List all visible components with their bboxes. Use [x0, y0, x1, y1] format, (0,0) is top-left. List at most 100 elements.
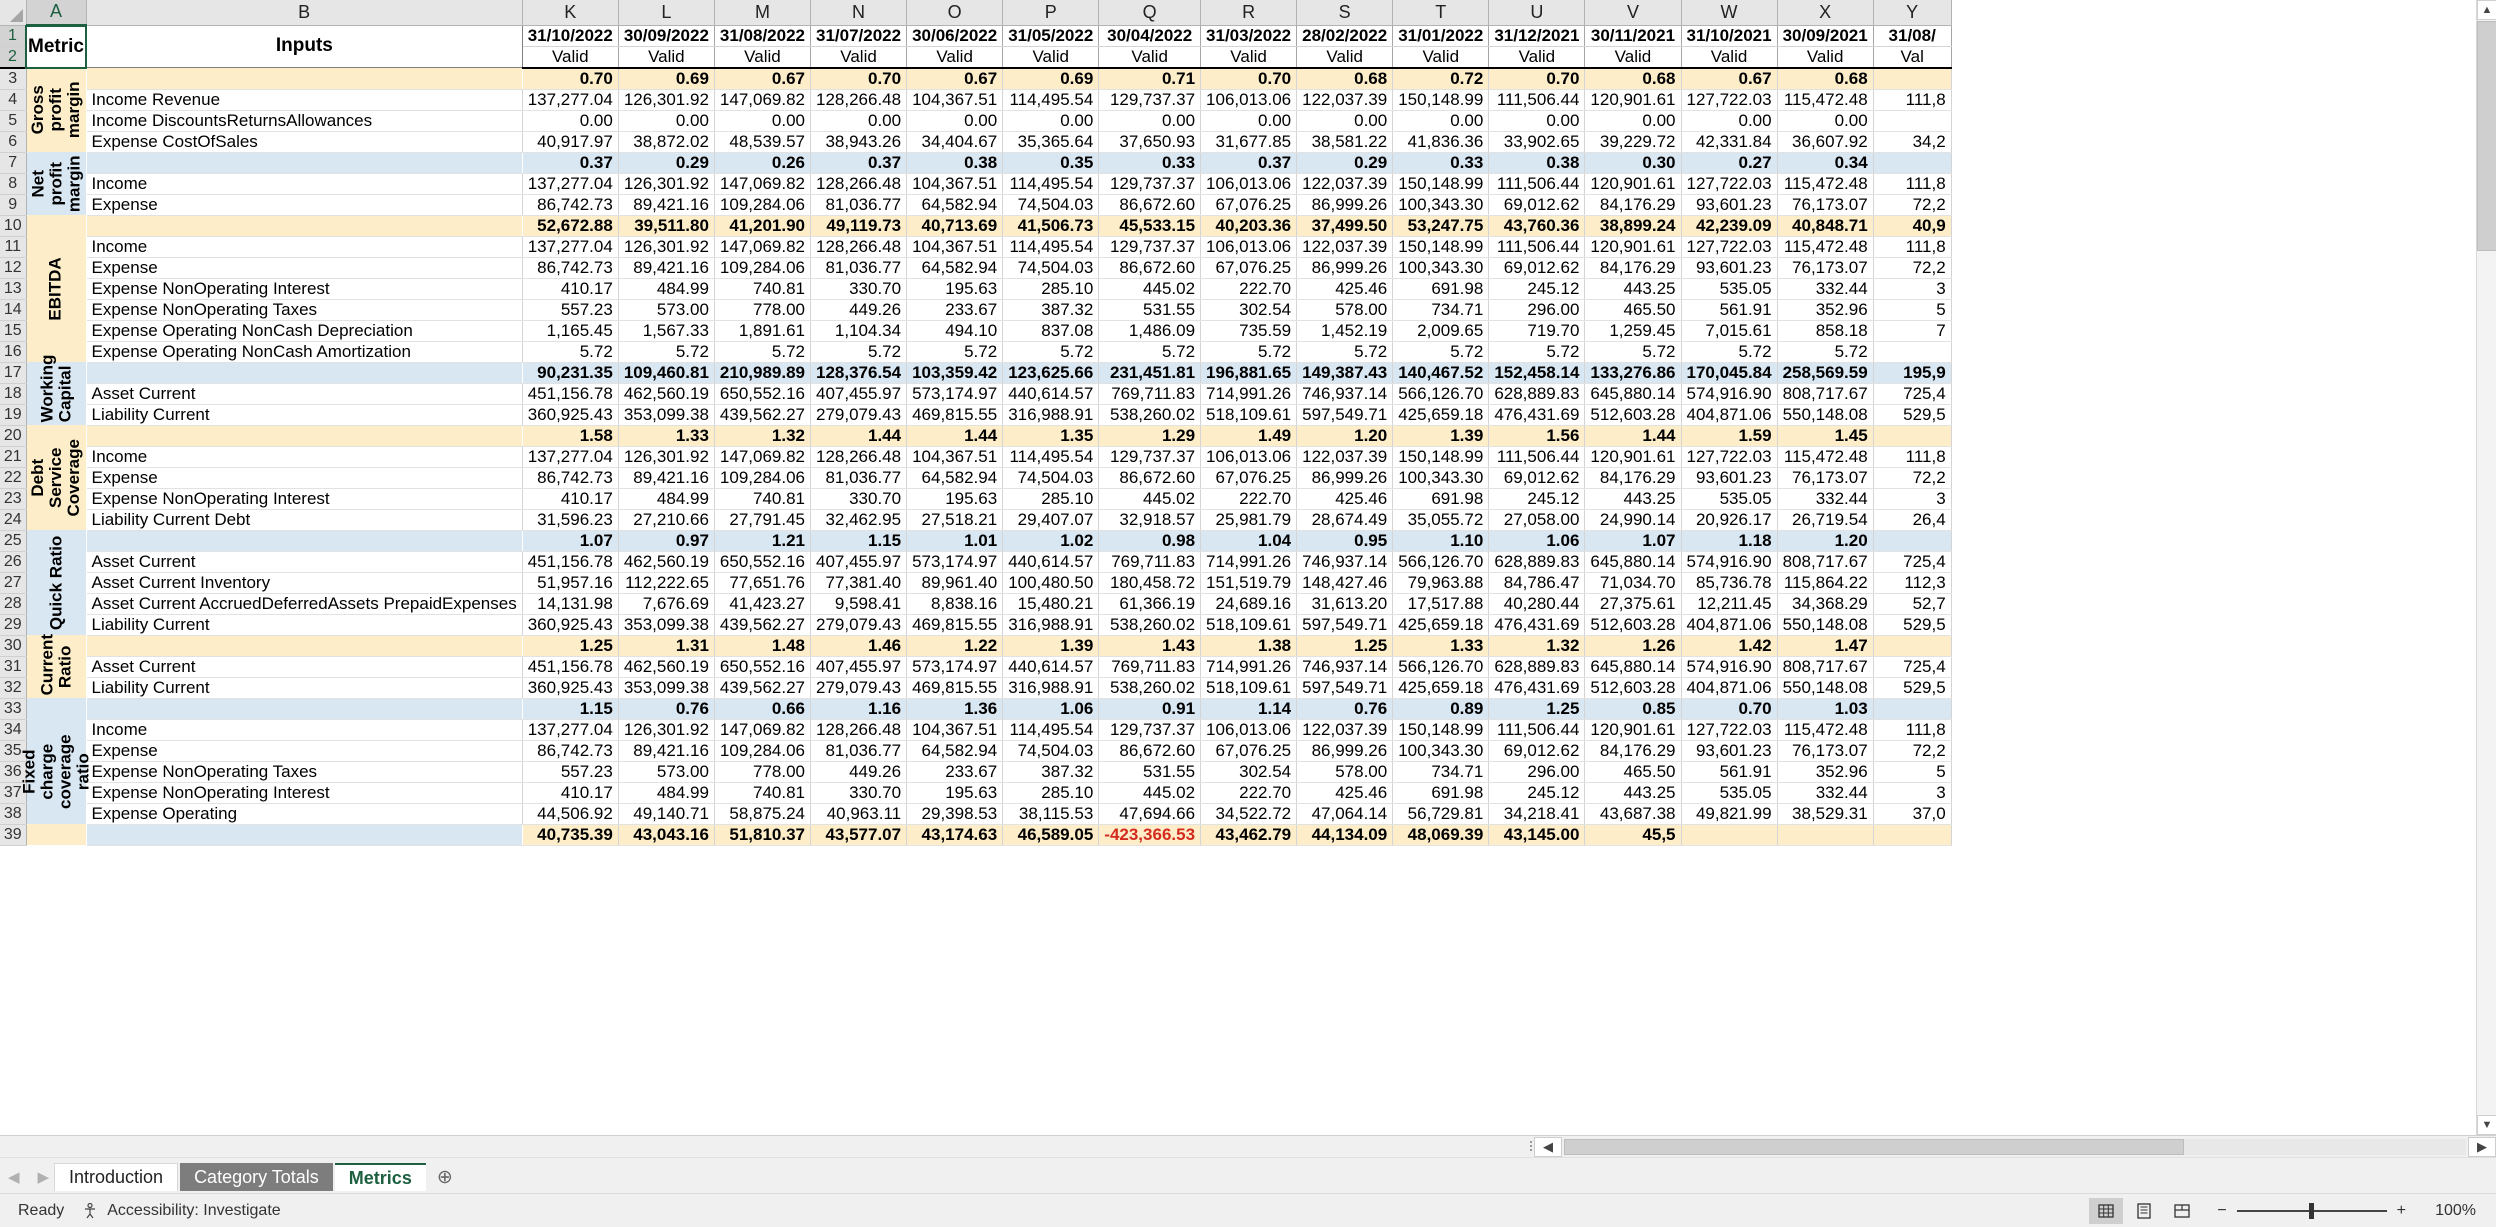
data-cell[interactable]: 650,552.16: [714, 383, 812, 405]
table-row[interactable]: 12 Expense 86,742.73 89,421.16 109,284.06 81,…: [0, 257, 1952, 279]
page-layout-button[interactable]: [2127, 1198, 2161, 1224]
data-cell[interactable]: 0.69: [1002, 67, 1100, 90]
table-row[interactable]: 25 1.07 0.97 1.21 1.15 1.01 1.02 0.98 1.04 0.95 1.…: [0, 530, 1952, 552]
data-cell[interactable]: 127,722.03: [1681, 173, 1778, 195]
data-cell[interactable]: 330.70: [810, 488, 908, 510]
data-cell[interactable]: 1,104.34: [810, 320, 908, 342]
data-cell[interactable]: 645,880.14: [1584, 551, 1682, 573]
data-cell[interactable]: 0.71: [1098, 67, 1202, 90]
row-header-3[interactable]: 3: [0, 67, 27, 90]
data-cell[interactable]: 714,991.26: [1200, 656, 1298, 678]
data-cell[interactable]: 1.22: [906, 635, 1004, 657]
metric-group-cell[interactable]: [26, 488, 86, 509]
data-cell[interactable]: 1.16: [810, 698, 908, 720]
column-header-Q[interactable]: Q: [1098, 0, 1202, 26]
data-cell[interactable]: 111,506.44: [1488, 446, 1586, 468]
column-header-M[interactable]: M: [714, 0, 812, 26]
data-cell[interactable]: 38,581.22: [1296, 131, 1394, 153]
row-header-1[interactable]: 1: [0, 25, 27, 47]
data-cell[interactable]: 86,999.26: [1296, 740, 1394, 762]
metric-group-cell[interactable]: [26, 509, 86, 530]
data-cell[interactable]: 24,990.14: [1584, 509, 1682, 531]
metric-group-cell[interactable]: [26, 425, 86, 446]
data-cell[interactable]: 126,301.92: [618, 89, 715, 111]
data-cell[interactable]: 43,145.00: [1488, 824, 1586, 846]
data-cell[interactable]: 127,722.03: [1681, 236, 1778, 258]
data-cell[interactable]: 47,064.14: [1296, 803, 1394, 825]
metric-group-cell[interactable]: [26, 131, 86, 152]
data-cell[interactable]: 41,423.27: [714, 593, 812, 615]
data-cell[interactable]: 111,506.44: [1488, 719, 1586, 741]
data-cell[interactable]: 258,569.59: [1777, 362, 1874, 384]
select-all-corner[interactable]: [0, 0, 27, 26]
date-header[interactable]: 30/06/2022: [906, 25, 1004, 47]
data-cell[interactable]: 449.26: [810, 299, 908, 321]
input-label-cell[interactable]: Asset Current: [86, 656, 523, 678]
data-cell[interactable]: 7,676.69: [618, 593, 715, 615]
data-cell[interactable]: 151,519.79: [1200, 572, 1298, 594]
data-cell[interactable]: 1.26: [1584, 635, 1682, 657]
data-cell[interactable]: 39,229.72: [1584, 131, 1682, 153]
data-cell[interactable]: 0.00: [1777, 110, 1874, 132]
data-cell[interactable]: 0.33: [1392, 152, 1490, 174]
data-cell[interactable]: 518,109.61: [1200, 404, 1298, 426]
data-cell[interactable]: 1.44: [810, 425, 908, 447]
data-cell[interactable]: 574,916.90: [1681, 383, 1778, 405]
data-cell[interactable]: 103,359.42: [906, 362, 1004, 384]
vertical-scrollbar[interactable]: ▲ ▼: [2476, 0, 2496, 1135]
data-cell[interactable]: 93,601.23: [1681, 740, 1778, 762]
table-row[interactable]: 34 Income 137,277.04 126,301.92 147,069.82 12…: [0, 719, 1952, 741]
row-header-4[interactable]: 4: [0, 89, 27, 111]
data-cell[interactable]: 0.00: [1584, 110, 1682, 132]
row-header-20[interactable]: 20: [0, 425, 27, 447]
inputs-column-header[interactable]: Inputs: [86, 25, 523, 68]
input-label-cell[interactable]: Expense: [86, 257, 523, 279]
data-cell[interactable]: 137,277.04: [522, 446, 619, 468]
data-cell[interactable]: 69,012.62: [1488, 257, 1586, 279]
data-cell[interactable]: 1.25: [1296, 635, 1394, 657]
data-cell[interactable]: 1.25: [1488, 698, 1586, 720]
data-cell[interactable]: 72,2: [1873, 740, 1952, 762]
table-row[interactable]: 26 Asset Current 451,156.78 462,560.19 650,5…: [0, 551, 1952, 573]
data-cell[interactable]: 494.10: [906, 320, 1004, 342]
data-cell[interactable]: 122,037.39: [1296, 446, 1394, 468]
data-cell[interactable]: 404,871.06: [1681, 404, 1778, 426]
data-cell[interactable]: 64,582.94: [906, 740, 1004, 762]
data-cell[interactable]: 538,260.02: [1098, 404, 1202, 426]
data-cell[interactable]: 100,480.50: [1002, 572, 1100, 594]
prev-sheet-icon[interactable]: ◀: [8, 1169, 20, 1186]
table-row[interactable]: 30 1.25 1.31 1.48 1.46 1.22 1.39 1.43 1.38 1.25 1.…: [0, 635, 1952, 657]
data-cell[interactable]: 0.00: [1296, 110, 1394, 132]
data-cell[interactable]: 5: [1873, 761, 1952, 783]
data-cell[interactable]: 1.14: [1200, 698, 1298, 720]
data-cell[interactable]: 89,421.16: [618, 740, 715, 762]
metric-group-cell[interactable]: [26, 404, 86, 425]
data-cell[interactable]: 128,266.48: [810, 89, 908, 111]
date-header[interactable]: 31/08/2022: [714, 25, 812, 47]
data-cell[interactable]: 1,452.19: [1296, 320, 1394, 342]
row-header-36[interactable]: 36: [0, 761, 27, 783]
table-row[interactable]: 38 Expense Operating 44,506.92 49,140.71 58,…: [0, 803, 1952, 825]
row-header-26[interactable]: 26: [0, 551, 27, 573]
data-cell[interactable]: 714,991.26: [1200, 551, 1298, 573]
data-cell[interactable]: 808,717.67: [1777, 383, 1874, 405]
metric-group-cell[interactable]: [26, 593, 86, 614]
input-label-cell[interactable]: [86, 530, 523, 552]
data-cell[interactable]: 1.43: [1098, 635, 1202, 657]
data-cell[interactable]: 725,4: [1873, 383, 1952, 405]
data-cell[interactable]: 71,034.70: [1584, 572, 1682, 594]
data-cell[interactable]: 1.48: [714, 635, 812, 657]
input-label-cell[interactable]: Asset Current Inventory: [86, 572, 523, 594]
date-header[interactable]: 30/04/2022: [1098, 25, 1202, 47]
data-cell[interactable]: 43,577.07: [810, 824, 908, 846]
data-cell[interactable]: 49,119.73: [810, 215, 908, 237]
data-cell[interactable]: 285.10: [1002, 278, 1100, 300]
data-cell[interactable]: 5.72: [522, 341, 619, 363]
zoom-slider[interactable]: − +: [2217, 1202, 2406, 1220]
data-cell[interactable]: 691.98: [1392, 278, 1490, 300]
data-cell[interactable]: 484.99: [618, 782, 715, 804]
data-cell[interactable]: 41,506.73: [1002, 215, 1100, 237]
add-sheet-button[interactable]: ⊕: [436, 1166, 453, 1188]
input-label-cell[interactable]: Liability Current: [86, 677, 523, 699]
table-row[interactable]: 33 1.15 0.76 0.66 1.16 1.36 1.06 0.91 1.14 0.76 0.…: [0, 698, 1952, 720]
